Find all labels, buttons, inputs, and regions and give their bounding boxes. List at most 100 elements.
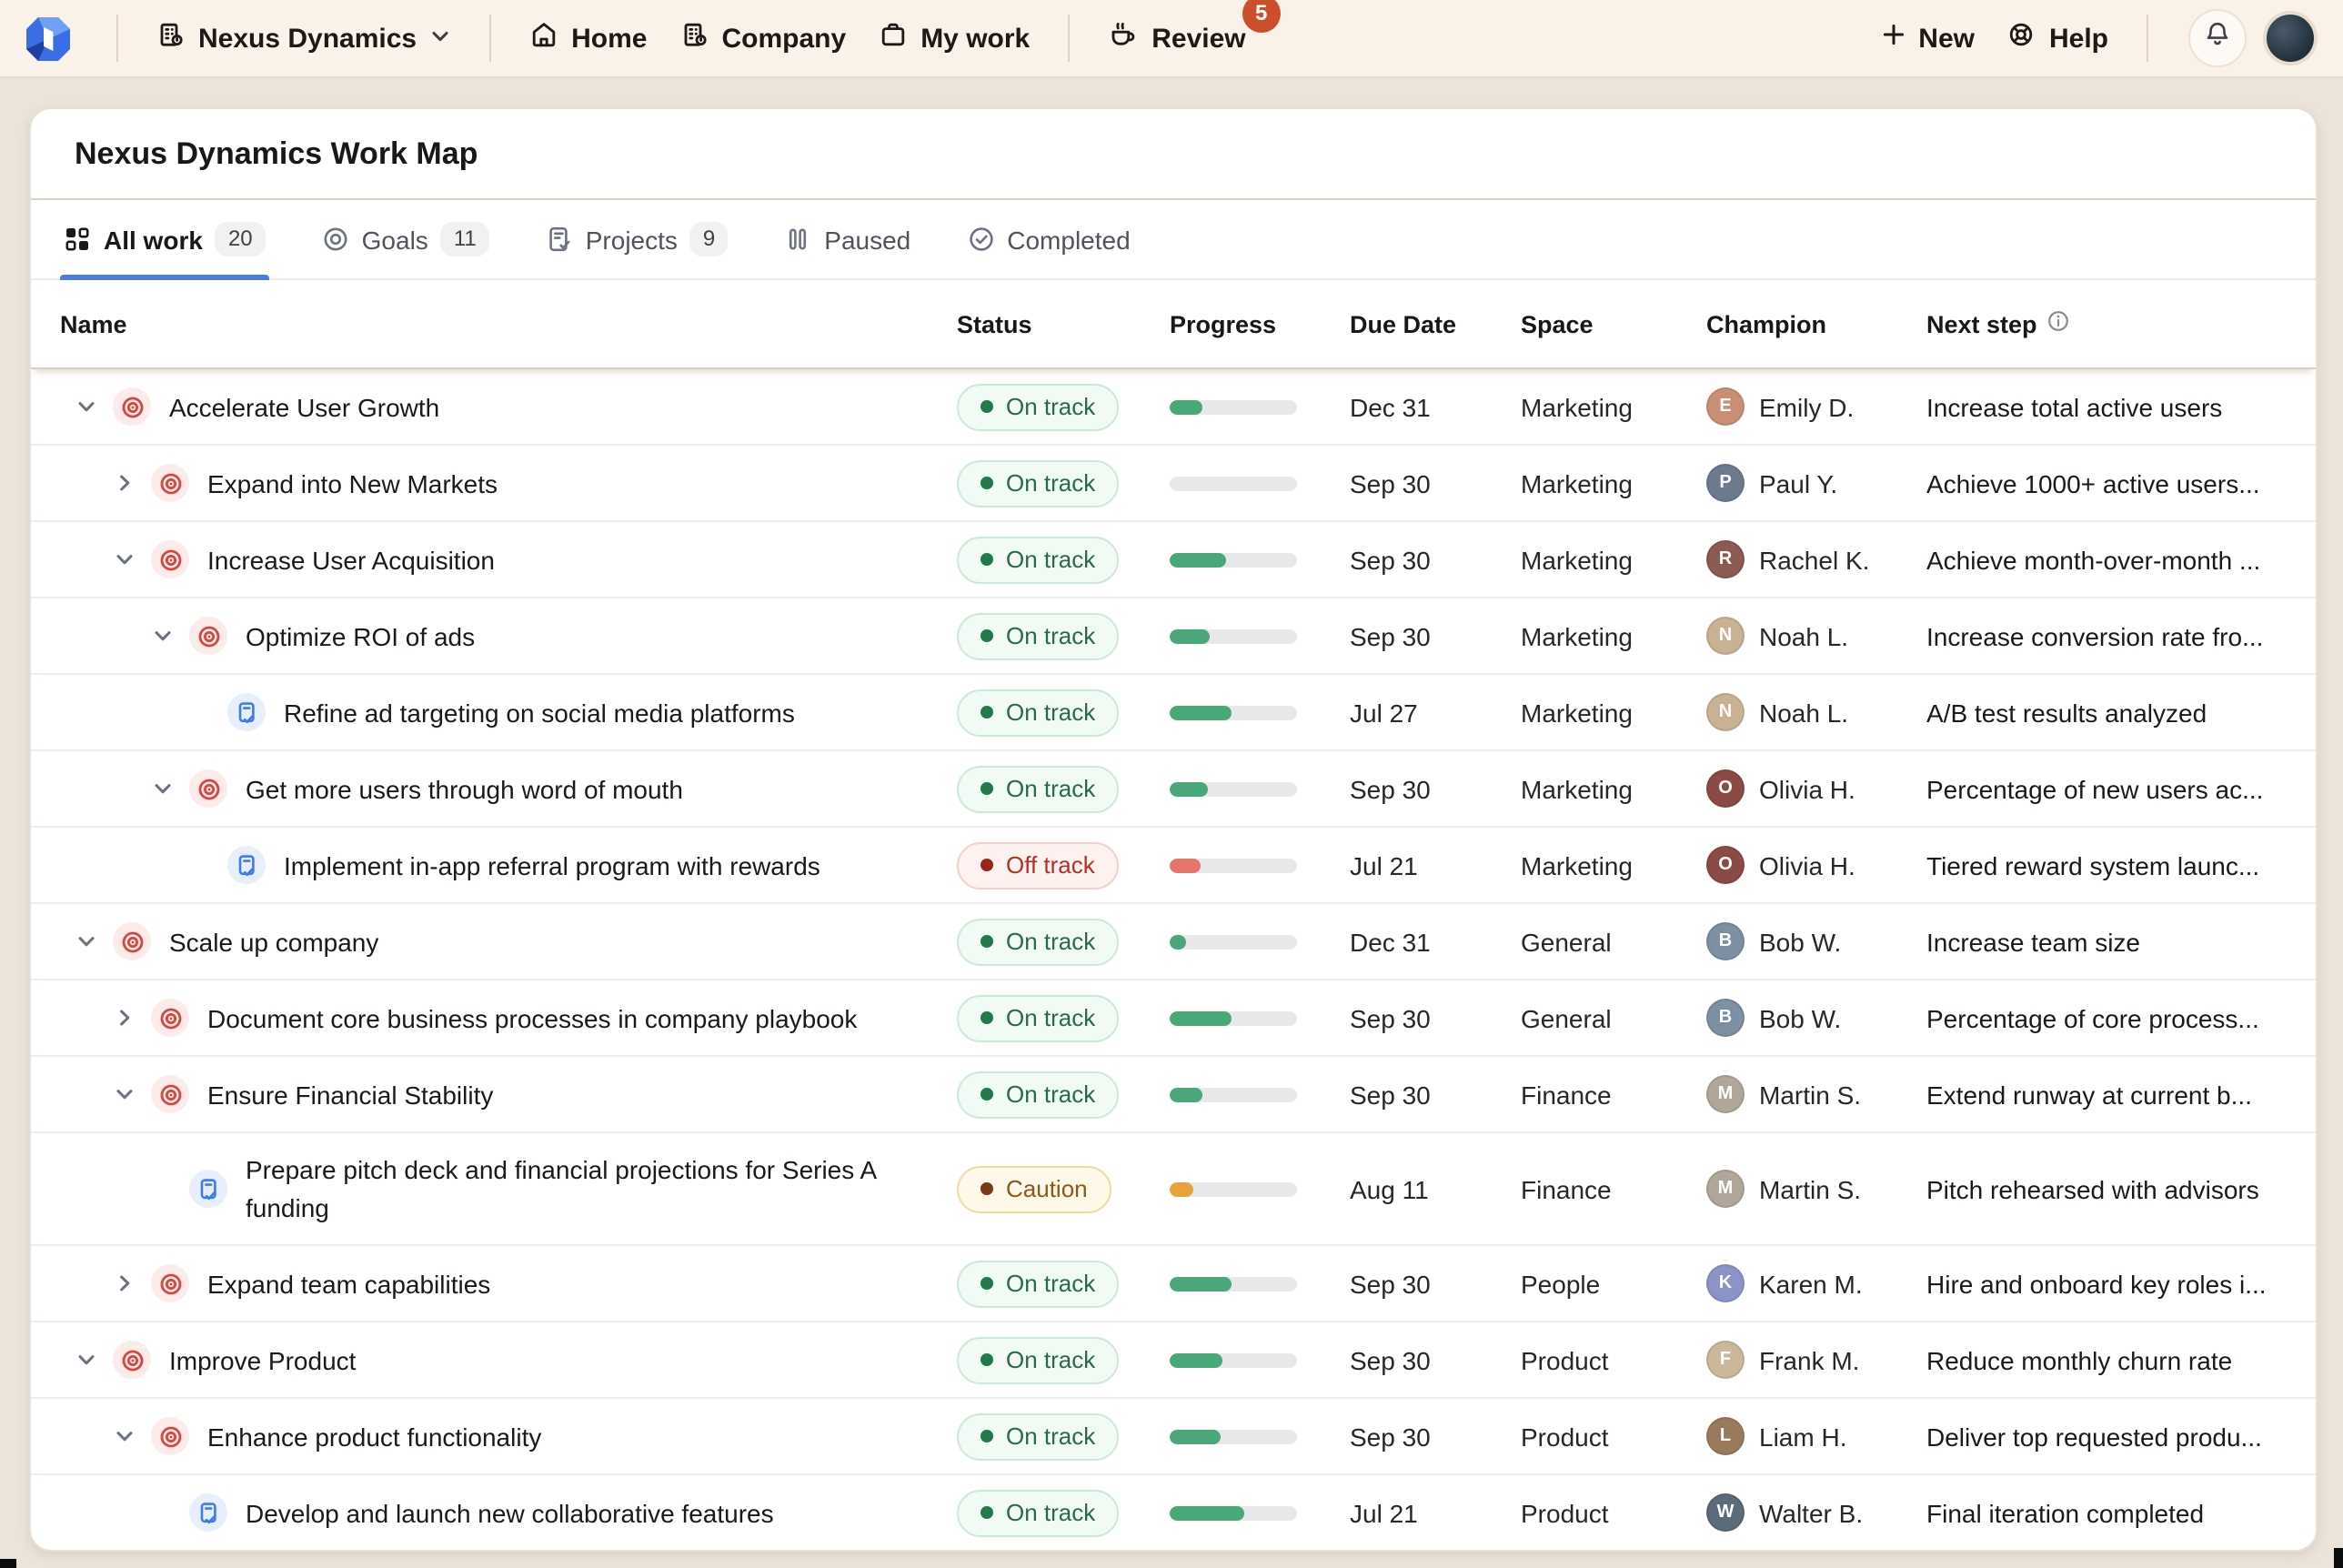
table-row[interactable]: Implement in-app referral program with r…	[31, 828, 2316, 904]
status-badge[interactable]: Caution	[957, 1165, 1111, 1212]
space-label[interactable]: Marketing	[1521, 468, 1706, 498]
status-badge[interactable]: On track	[957, 459, 1119, 507]
status-badge[interactable]: On track	[957, 1070, 1119, 1118]
space-label[interactable]: General	[1521, 927, 1706, 956]
table-row[interactable]: Get more users through word of mouthOn t…	[31, 751, 2316, 828]
champion-cell[interactable]: NNoah L.	[1706, 617, 1926, 655]
item-name[interactable]: Expand into New Markets	[207, 468, 498, 498]
table-row[interactable]: Document core business processes in comp…	[31, 980, 2316, 1057]
space-label[interactable]: Finance	[1521, 1174, 1706, 1203]
status-badge[interactable]: Off track	[957, 841, 1119, 889]
space-label[interactable]: Product	[1521, 1498, 1706, 1527]
chevron-right-icon[interactable]	[111, 471, 136, 495]
item-name[interactable]: Ensure Financial Stability	[207, 1080, 493, 1109]
table-row[interactable]: Expand into New MarketsOn trackSep 30Mar…	[31, 446, 2316, 522]
chevron-right-icon[interactable]	[111, 1271, 136, 1295]
table-row[interactable]: Prepare pitch deck and financial project…	[31, 1133, 2316, 1246]
item-name[interactable]: Expand team capabilities	[207, 1269, 490, 1298]
champion-cell[interactable]: FFrank M.	[1706, 1341, 1926, 1379]
space-label[interactable]: Marketing	[1521, 698, 1706, 727]
app-logo-icon[interactable]	[24, 14, 73, 63]
column-header-progress[interactable]: Progress	[1170, 310, 1350, 337]
space-label[interactable]: Marketing	[1521, 545, 1706, 574]
chevron-down-icon[interactable]	[111, 1424, 136, 1448]
status-badge[interactable]: On track	[957, 918, 1119, 965]
table-row[interactable]: Improve ProductOn trackSep 30ProductFFra…	[31, 1322, 2316, 1399]
user-avatar[interactable]	[2263, 11, 2318, 65]
space-label[interactable]: Product	[1521, 1345, 1706, 1374]
chevron-down-icon[interactable]	[73, 930, 98, 953]
column-header-due-date[interactable]: Due Date	[1350, 310, 1521, 337]
champion-cell[interactable]: OOlivia H.	[1706, 769, 1926, 808]
column-header-next-step[interactable]: Next step	[1926, 309, 2316, 338]
chevron-down-icon[interactable]	[73, 1348, 98, 1372]
space-label[interactable]: General	[1521, 1003, 1706, 1032]
column-header-status[interactable]: Status	[957, 310, 1170, 337]
tab-paused[interactable]: Paused	[780, 200, 914, 278]
item-name[interactable]: Optimize ROI of ads	[246, 621, 475, 650]
space-label[interactable]: Marketing	[1521, 392, 1706, 421]
item-name[interactable]: Prepare pitch deck and financial project…	[246, 1151, 931, 1227]
chevron-down-icon[interactable]	[149, 777, 175, 800]
info-icon[interactable]	[2046, 309, 2070, 338]
champion-cell[interactable]: NNoah L.	[1706, 693, 1926, 731]
item-name[interactable]: Document core business processes in comp…	[207, 1003, 857, 1032]
champion-cell[interactable]: MMartin S.	[1706, 1170, 1926, 1208]
champion-cell[interactable]: MMartin S.	[1706, 1075, 1926, 1113]
space-label[interactable]: Product	[1521, 1422, 1706, 1451]
column-header-champion[interactable]: Champion	[1706, 310, 1926, 337]
table-row[interactable]: Increase User AcquisitionOn trackSep 30M…	[31, 522, 2316, 598]
status-badge[interactable]: On track	[957, 1412, 1119, 1460]
champion-cell[interactable]: BBob W.	[1706, 922, 1926, 960]
item-name[interactable]: Increase User Acquisition	[207, 545, 495, 574]
champion-cell[interactable]: EEmily D.	[1706, 387, 1926, 426]
table-row[interactable]: Ensure Financial StabilityOn trackSep 30…	[31, 1057, 2316, 1133]
space-label[interactable]: Marketing	[1521, 774, 1706, 803]
status-badge[interactable]: On track	[957, 612, 1119, 659]
table-row[interactable]: Expand team capabilitiesOn trackSep 30Pe…	[31, 1246, 2316, 1322]
item-name[interactable]: Refine ad targeting on social media plat…	[284, 698, 795, 727]
help-button[interactable]: Help	[1991, 9, 2125, 67]
item-name[interactable]: Get more users through word of mouth	[246, 774, 683, 803]
item-name[interactable]: Develop and launch new collaborative fea…	[246, 1498, 774, 1527]
table-row[interactable]: Optimize ROI of adsOn trackSep 30Marketi…	[31, 598, 2316, 675]
column-header-space[interactable]: Space	[1521, 310, 1706, 337]
champion-cell[interactable]: RRachel K.	[1706, 540, 1926, 578]
table-row[interactable]: Scale up companyOn trackDec 31GeneralBBo…	[31, 904, 2316, 980]
table-row[interactable]: Develop and launch new collaborative fea…	[31, 1475, 2316, 1550]
tab-completed[interactable]: Completed	[963, 200, 1133, 278]
space-label[interactable]: Marketing	[1521, 621, 1706, 650]
nav-item-home[interactable]: Home	[513, 9, 663, 67]
champion-cell[interactable]: OOlivia H.	[1706, 846, 1926, 884]
space-label[interactable]: Finance	[1521, 1080, 1706, 1109]
item-name[interactable]: Enhance product functionality	[207, 1422, 541, 1451]
item-name[interactable]: Scale up company	[169, 927, 378, 956]
item-name[interactable]: Accelerate User Growth	[169, 392, 439, 421]
chevron-right-icon[interactable]	[111, 1006, 136, 1030]
chevron-down-icon[interactable]	[111, 1082, 136, 1106]
notifications-button[interactable]	[2188, 9, 2247, 67]
item-name[interactable]: Implement in-app referral program with r…	[284, 850, 820, 879]
chevron-down-icon[interactable]	[73, 395, 98, 418]
status-badge[interactable]: On track	[957, 536, 1119, 583]
space-label[interactable]: People	[1521, 1269, 1706, 1298]
nav-item-review[interactable]: Review 5	[1091, 8, 1262, 68]
item-name[interactable]: Improve Product	[169, 1345, 356, 1374]
table-row[interactable]: Enhance product functionalityOn trackSep…	[31, 1399, 2316, 1475]
champion-cell[interactable]: KKaren M.	[1706, 1264, 1926, 1302]
table-row[interactable]: Accelerate User GrowthOn trackDec 31Mark…	[31, 369, 2316, 446]
status-badge[interactable]: On track	[957, 383, 1119, 430]
champion-cell[interactable]: BBob W.	[1706, 999, 1926, 1037]
table-row[interactable]: Refine ad targeting on social media plat…	[31, 675, 2316, 751]
chevron-down-icon[interactable]	[149, 624, 175, 648]
space-label[interactable]: Marketing	[1521, 850, 1706, 879]
chevron-down-icon[interactable]	[111, 548, 136, 571]
status-badge[interactable]: On track	[957, 994, 1119, 1041]
nav-item-company[interactable]: Company	[664, 9, 863, 67]
org-switcher[interactable]: Nexus Dynamics	[140, 9, 468, 67]
status-badge[interactable]: On track	[957, 689, 1119, 736]
column-header-name[interactable]: Name	[31, 310, 957, 337]
nav-item-my-work[interactable]: My work	[862, 9, 1046, 67]
new-button[interactable]: New	[1864, 11, 1991, 65]
status-badge[interactable]: On track	[957, 1489, 1119, 1536]
